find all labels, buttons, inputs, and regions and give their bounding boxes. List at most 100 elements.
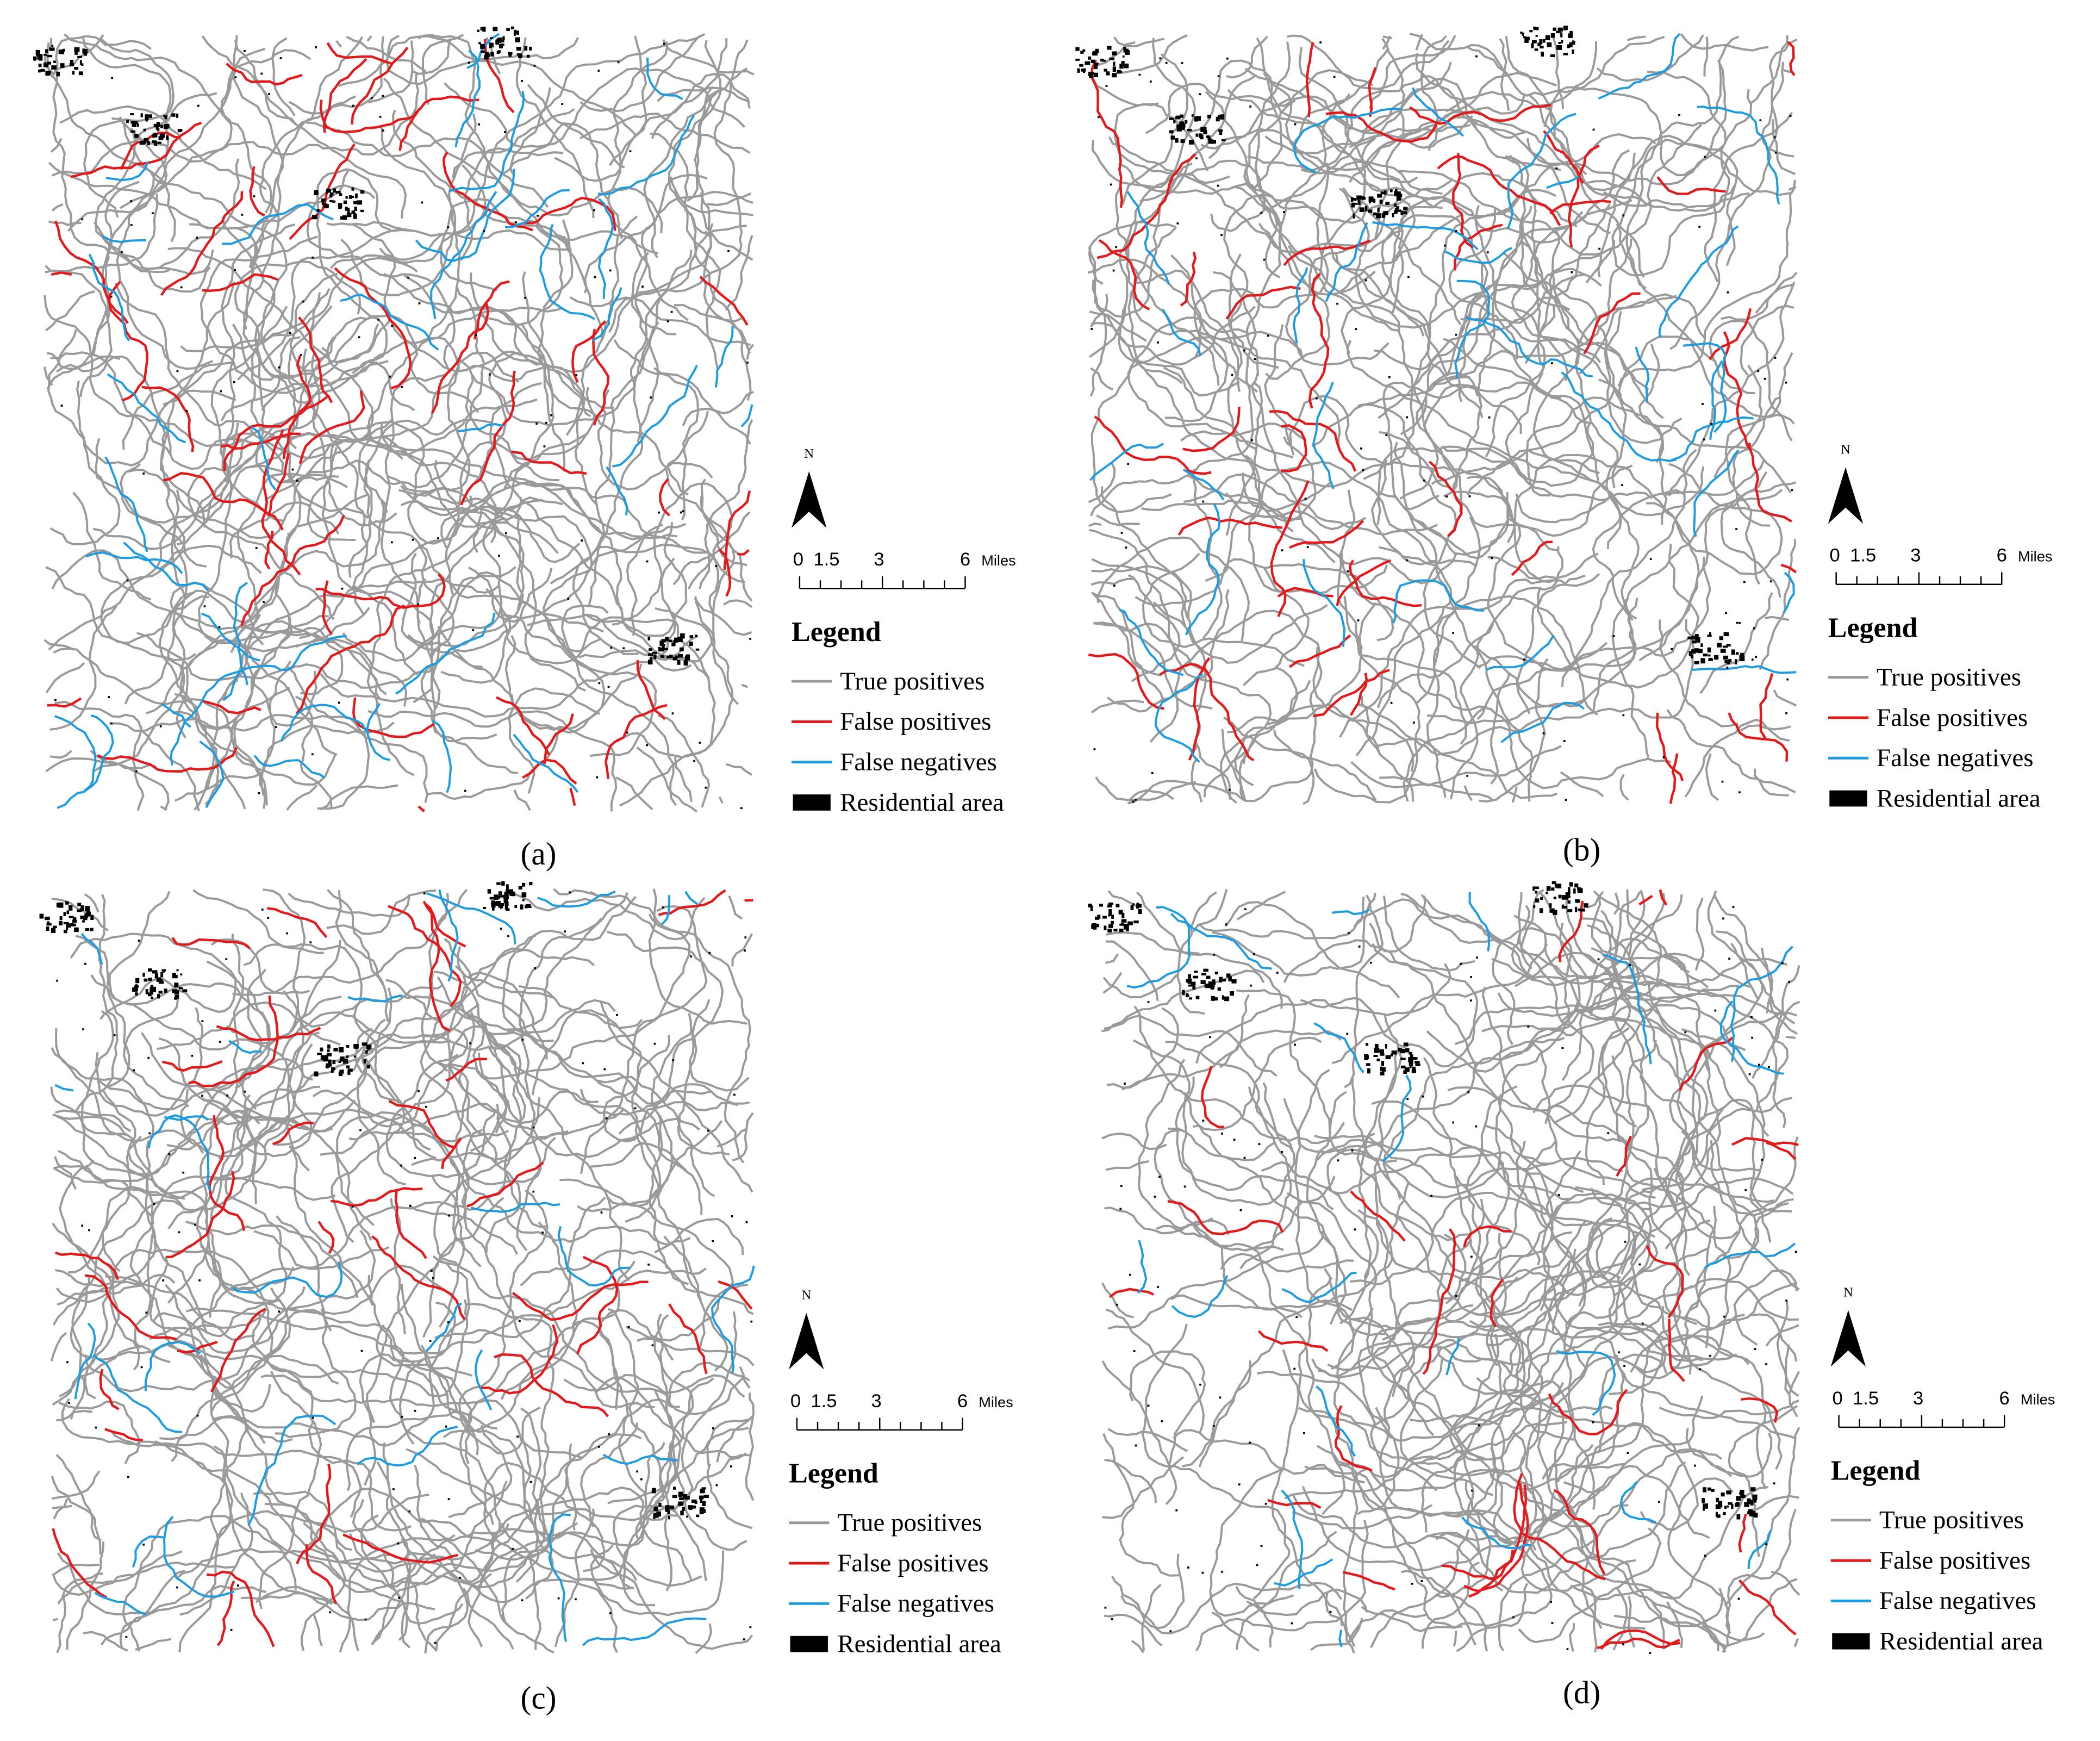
road — [731, 933, 753, 967]
residential — [74, 49, 78, 55]
residential — [1093, 72, 1099, 77]
road — [1492, 927, 1740, 1046]
road — [371, 1522, 578, 1645]
road — [375, 1324, 473, 1377]
road — [1350, 1191, 1548, 1286]
residential — [49, 47, 55, 51]
residential — [447, 1321, 450, 1323]
residential — [54, 699, 57, 701]
residential — [504, 892, 509, 897]
road — [1467, 449, 1705, 517]
residential — [316, 209, 320, 212]
north-label: N — [804, 446, 814, 461]
residential — [1380, 1053, 1385, 1056]
residential — [1703, 1503, 1709, 1509]
residential — [327, 1044, 331, 1049]
road — [1195, 963, 1452, 1064]
residential — [1531, 40, 1537, 43]
road — [500, 122, 689, 321]
residential — [1709, 632, 1711, 635]
road — [250, 306, 347, 459]
residential — [126, 579, 129, 582]
residential — [1119, 928, 1124, 932]
road — [1481, 986, 1685, 1204]
scale-unit: Miles — [979, 1394, 1013, 1410]
road — [1426, 517, 1557, 799]
residential — [1376, 1058, 1380, 1062]
residential — [1406, 1098, 1409, 1100]
residential — [1410, 1054, 1413, 1059]
road — [537, 219, 574, 472]
residential — [1244, 908, 1247, 911]
road — [1646, 1245, 1684, 1319]
residential — [267, 917, 270, 919]
road — [422, 34, 464, 105]
road — [440, 588, 511, 684]
road — [1713, 895, 1773, 1014]
residential — [1649, 1652, 1652, 1655]
scale-label: 6 — [1999, 1388, 2010, 1409]
road — [1293, 108, 1401, 173]
residential — [712, 1240, 714, 1242]
residential — [1724, 1506, 1727, 1509]
residential — [1364, 206, 1368, 212]
road — [1500, 701, 1585, 743]
residential — [311, 1416, 314, 1419]
road — [51, 203, 64, 212]
residential — [1558, 894, 1562, 899]
road — [54, 1084, 74, 1092]
residential — [360, 209, 364, 213]
road — [381, 127, 461, 338]
road — [296, 604, 406, 714]
road — [1101, 1132, 1167, 1151]
road — [515, 37, 595, 219]
residential — [1087, 56, 1092, 60]
road — [206, 960, 270, 1090]
residential — [1397, 194, 1403, 197]
residential — [338, 1061, 341, 1064]
residential — [331, 1070, 334, 1073]
residential — [346, 1045, 350, 1048]
road — [1511, 786, 1518, 803]
residential — [1226, 57, 1229, 60]
residential — [1565, 26, 1568, 30]
legend-title: Legend — [1828, 612, 1918, 643]
residential — [366, 1065, 370, 1069]
road — [56, 1409, 93, 1422]
residential — [1124, 1083, 1126, 1085]
road — [658, 478, 671, 517]
road — [1180, 251, 1197, 307]
road — [83, 38, 175, 218]
road — [1476, 599, 1637, 672]
residential — [627, 1326, 630, 1328]
residential — [1231, 374, 1233, 376]
road — [1454, 223, 1503, 271]
residential — [1623, 1365, 1625, 1367]
road — [458, 1011, 599, 1124]
road — [226, 63, 303, 86]
residential — [1769, 580, 1772, 583]
residential — [158, 991, 163, 994]
residential — [126, 120, 129, 123]
road — [236, 940, 342, 1158]
residential — [164, 988, 167, 993]
residential — [480, 43, 485, 49]
road — [422, 1197, 504, 1338]
residential — [162, 1279, 165, 1282]
road — [1409, 103, 1551, 125]
residential — [1398, 1047, 1403, 1052]
road — [602, 1453, 678, 1465]
residential — [1135, 798, 1137, 801]
road — [648, 888, 747, 1025]
residential — [1739, 656, 1745, 662]
residential — [1175, 116, 1180, 119]
road — [607, 1308, 672, 1591]
road — [327, 889, 384, 985]
residential — [1549, 903, 1552, 908]
residential — [1206, 135, 1211, 138]
residential — [743, 1638, 745, 1640]
residential — [1379, 200, 1383, 204]
road — [1415, 53, 1587, 176]
residential — [1390, 1053, 1393, 1056]
road — [392, 109, 572, 252]
